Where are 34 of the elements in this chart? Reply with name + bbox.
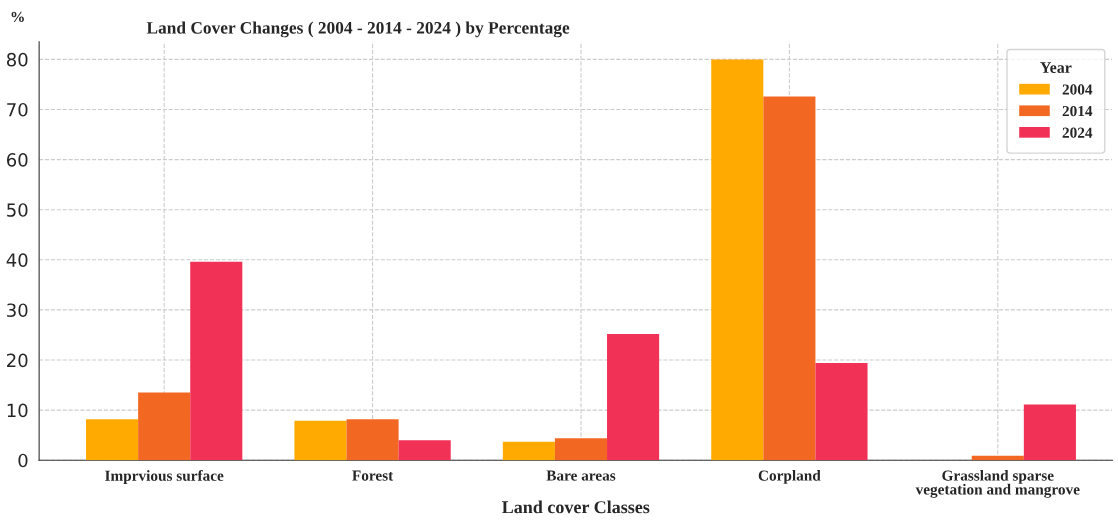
legend-label: 2024	[1062, 127, 1093, 138]
x-tick-label: Corpland	[758, 469, 821, 484]
y-tick-label: 30	[7, 303, 28, 318]
y-tick-label: 10	[7, 403, 28, 418]
bar	[1023, 404, 1076, 461]
bar	[398, 440, 451, 461]
y-tick-label: 50	[7, 203, 28, 217]
bar	[190, 261, 243, 461]
y-tick-label: 60	[7, 153, 28, 167]
legend-title: Year	[1040, 62, 1072, 73]
chart-title: Land Cover Changes ( 2004 - 2014 - 2024 ) by Percentage	[146, 21, 570, 38]
bar	[815, 363, 868, 461]
bar	[711, 59, 764, 461]
y-tick-label: 20	[7, 353, 28, 368]
y-tick-label: 40	[6, 253, 28, 267]
y-axis-title: %	[11, 11, 24, 23]
legend-label: 2004	[1062, 84, 1093, 95]
bar	[346, 419, 399, 461]
y-tick-label: 70	[7, 102, 28, 117]
x-tick-label: Grassland sparse vegetation and mangrove	[915, 469, 1080, 498]
bar	[763, 96, 816, 461]
bar	[294, 420, 347, 461]
bar	[502, 441, 555, 461]
bar	[138, 392, 191, 461]
x-tick-label: Forest	[352, 470, 394, 481]
legend-label: 2014	[1062, 105, 1093, 117]
x-axis-title: Land cover Classes	[502, 500, 650, 514]
bar	[554, 438, 608, 461]
x-tick-label: Bare areas	[546, 470, 616, 481]
bar	[86, 419, 139, 461]
x-tick-label: Imprvious surface	[105, 469, 224, 484]
y-tick-label: 0	[18, 453, 28, 468]
bar	[607, 333, 660, 461]
y-tick-label: 80	[6, 52, 28, 67]
